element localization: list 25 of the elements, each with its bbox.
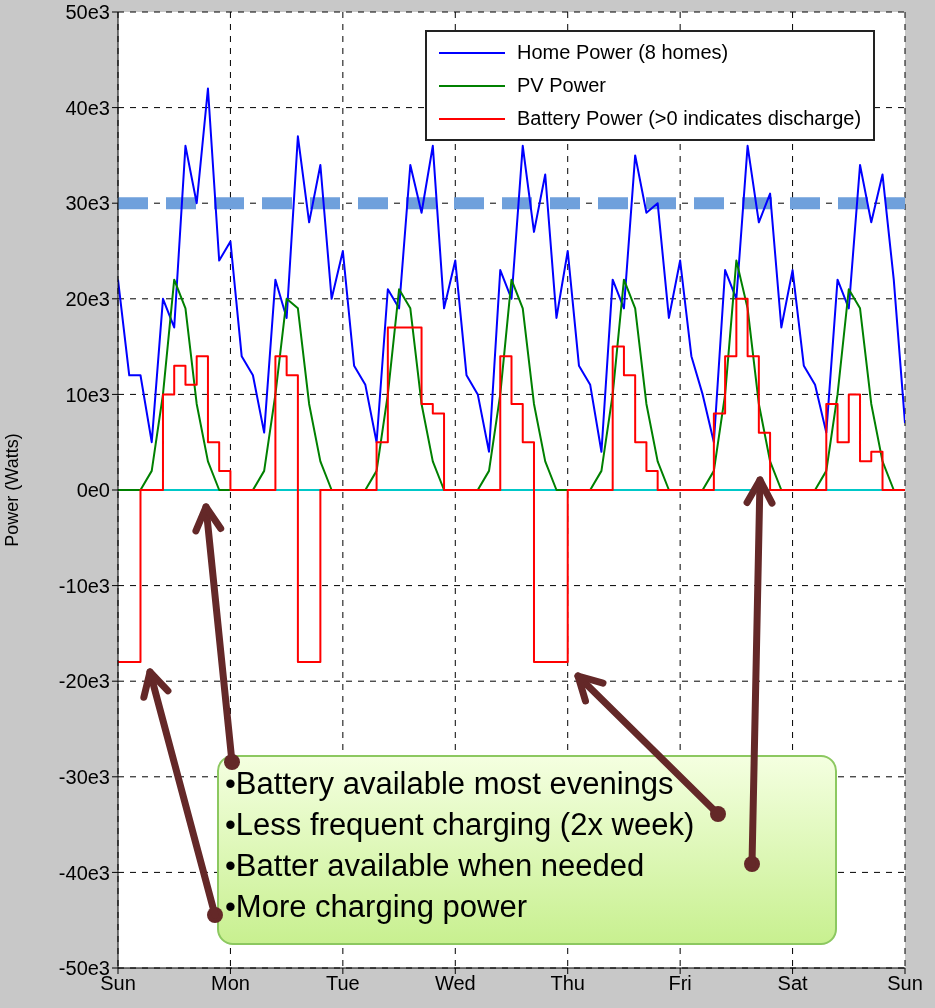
y-tick-label: 50e3 — [65, 1, 110, 24]
x-tick-label: Thu — [550, 972, 585, 995]
y-tick-label: -20e3 — [58, 670, 110, 693]
y-tick-label: 20e3 — [65, 287, 110, 310]
y-tick-label: 10e3 — [65, 383, 110, 406]
annotation: •Battery available most evenings — [225, 765, 675, 803]
annotation: •Less frequent charging (2x week) — [225, 806, 696, 844]
x-tick-label: Wed — [434, 972, 476, 995]
x-tick-label: Mon — [210, 972, 250, 995]
y-tick-label: -40e3 — [58, 861, 110, 884]
legend-label: Home Power (8 homes) — [517, 41, 729, 64]
x-tick-label: Fri — [668, 972, 692, 995]
y-tick-label: -10e3 — [58, 574, 110, 597]
y-tick-label: 30e3 — [65, 192, 110, 215]
legend-label: Battery Power (>0 indicates discharge) — [517, 107, 862, 130]
x-tick-label: Tue — [325, 972, 360, 995]
x-tick-label: Sat — [777, 972, 809, 995]
y-tick-label: 40e3 — [65, 96, 110, 119]
legend-label: PV Power — [517, 74, 606, 97]
y-tick-label: -30e3 — [58, 765, 110, 788]
y-axis-title: Power (Watts) — [2, 433, 23, 547]
annotation: •More charging power — [225, 888, 529, 926]
y-tick-label: 0e0 — [76, 479, 110, 502]
annotation: •Batter available when needed — [225, 847, 646, 885]
x-tick-label: Sun — [887, 972, 923, 995]
